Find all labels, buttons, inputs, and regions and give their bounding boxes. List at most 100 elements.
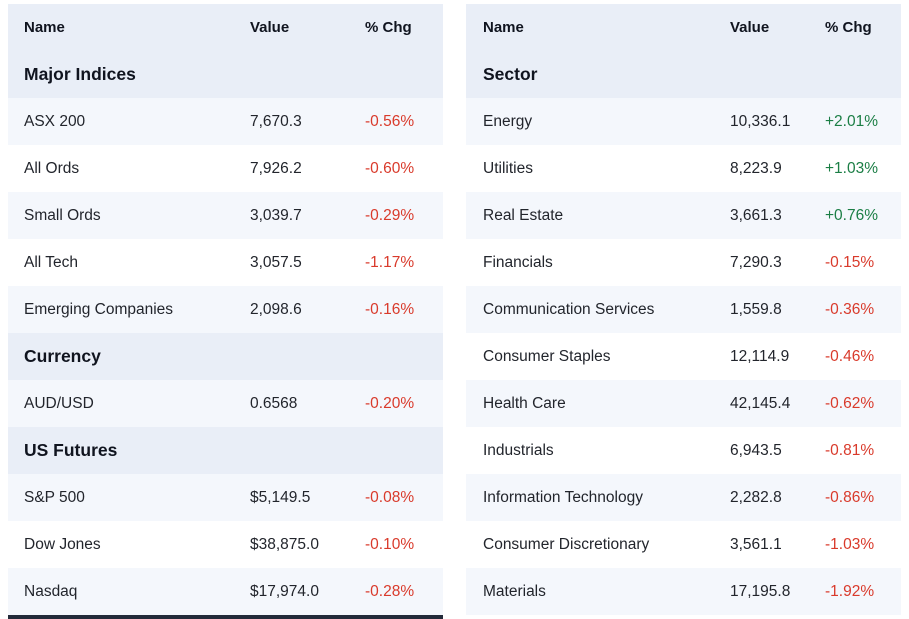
cut-off-next-row (8, 615, 443, 619)
row-name: Financials (483, 253, 553, 271)
row-value: 3,561.1 (730, 535, 782, 553)
row-value: 2,282.8 (730, 488, 782, 506)
row-name: Real Estate (483, 206, 564, 224)
row-value: 3,057.5 (250, 253, 302, 271)
table-row: Health Care 42,145.4 -0.62% (466, 380, 901, 427)
table-row: Communication Services 1,559.8 -0.36% (466, 286, 901, 333)
row-change: -0.28% (365, 582, 415, 600)
row-change: +1.03% (825, 159, 879, 177)
row-value: 6,943.5 (730, 441, 782, 459)
row-change: -0.62% (825, 394, 875, 412)
row-name: Consumer Staples (483, 347, 611, 365)
row-change: -0.56% (365, 112, 415, 130)
column-header-value: Value (730, 19, 770, 36)
table-row: Real Estate 3,661.3 +0.76% (466, 192, 901, 239)
row-change: -0.15% (825, 253, 875, 271)
row-change: -0.81% (825, 441, 875, 459)
table-row: S&P 500 $5,149.5 -0.08% (8, 474, 443, 521)
row-value: 2,098.6 (250, 300, 302, 318)
row-value: 3,039.7 (250, 206, 302, 224)
section-label: Sector (483, 64, 538, 84)
row-name: Utilities (483, 159, 533, 177)
table-row: Consumer Staples 12,114.9 -0.46% (466, 333, 901, 380)
row-change: -0.08% (365, 488, 415, 506)
row-change: -1.17% (365, 253, 415, 271)
row-value: $17,974.0 (250, 582, 319, 600)
column-header-chg: % Chg (365, 19, 412, 36)
table-row: Emerging Companies 2,098.6 -0.16% (8, 286, 443, 333)
section-label: Major Indices (24, 64, 136, 84)
table-row: Nasdaq $17,974.0 -0.28% (8, 568, 443, 615)
row-change: -0.46% (825, 347, 875, 365)
section-label: US Futures (24, 440, 118, 460)
column-header-name: Name (24, 19, 65, 36)
row-change: -1.03% (825, 535, 875, 553)
table-row: Small Ords 3,039.7 -0.29% (8, 192, 443, 239)
row-change: +2.01% (825, 112, 879, 130)
row-name: AUD/USD (24, 394, 94, 412)
row-name: Consumer Discretionary (483, 535, 650, 553)
table-row: Energy 10,336.1 +2.01% (466, 98, 901, 145)
column-header-value: Value (250, 19, 290, 36)
row-value: 7,926.2 (250, 159, 302, 177)
row-value: $5,149.5 (250, 488, 311, 506)
row-value: 42,145.4 (730, 394, 791, 412)
row-change: -0.20% (365, 394, 415, 412)
column-header-chg: % Chg (825, 19, 872, 36)
row-name: Small Ords (24, 206, 101, 224)
row-change: -0.16% (365, 300, 415, 318)
row-name: All Ords (24, 159, 80, 177)
table-row: ASX 200 7,670.3 -0.56% (8, 98, 443, 145)
section-header: US Futures (8, 427, 443, 474)
section-label: Currency (24, 346, 101, 366)
row-name: Nasdaq (24, 582, 78, 600)
row-value: 17,195.8 (730, 582, 791, 600)
row-value: 7,290.3 (730, 253, 782, 271)
table-row: Industrials 6,943.5 -0.81% (466, 427, 901, 474)
table-row: Dow Jones $38,875.0 -0.10% (8, 521, 443, 568)
indices-table: Name Value % Chg Major Indices ASX 200 7,670.… (8, 4, 443, 619)
row-value: 1,559.8 (730, 300, 782, 318)
section-header: Sector (466, 51, 901, 98)
table-row: Consumer Discretionary 3,561.1 -1.03% (466, 521, 901, 568)
row-name: S&P 500 (24, 488, 85, 506)
row-name: Industrials (483, 441, 554, 459)
row-change: -0.29% (365, 206, 415, 224)
table-row: Materials 17,195.8 -1.92% (466, 568, 901, 615)
row-value: 0.6568 (250, 394, 298, 412)
table-row: AUD/USD 0.6568 -0.20% (8, 380, 443, 427)
table-row: All Tech 3,057.5 -1.17% (8, 239, 443, 286)
row-name: Information Technology (483, 488, 643, 506)
sector-table: Name Value % Chg Sector Energy 10,336.1 +2.01%… (466, 4, 901, 619)
row-change: -1.92% (825, 582, 875, 600)
row-value: 12,114.9 (730, 347, 790, 365)
row-change: -0.86% (825, 488, 875, 506)
section-header: Major Indices (8, 51, 443, 98)
table-row: Utilities 8,223.9 +1.03% (466, 145, 901, 192)
column-header-row: Name Value % Chg (8, 4, 443, 51)
row-value: 8,223.9 (730, 159, 782, 177)
row-value: 7,670.3 (250, 112, 302, 130)
table-row: Financials 7,290.3 -0.15% (466, 239, 901, 286)
row-change: -0.60% (365, 159, 415, 177)
row-name: Energy (483, 112, 533, 130)
row-value: $38,875.0 (250, 535, 319, 553)
table-row: Information Technology 2,282.8 -0.86% (466, 474, 901, 521)
row-name: All Tech (24, 253, 78, 271)
row-value: 3,661.3 (730, 206, 782, 224)
row-name: ASX 200 (24, 112, 86, 130)
section-header: Currency (8, 333, 443, 380)
row-name: Communication Services (483, 300, 655, 318)
table-row: All Ords 7,926.2 -0.60% (8, 145, 443, 192)
row-change: -0.36% (825, 300, 875, 318)
row-name: Health Care (483, 394, 566, 412)
column-header-name: Name (483, 19, 524, 36)
row-name: Emerging Companies (24, 300, 174, 318)
row-value: 10,336.1 (730, 112, 791, 130)
row-change: -0.10% (365, 535, 415, 553)
column-header-row: Name Value % Chg (466, 4, 901, 51)
row-name: Materials (483, 582, 546, 600)
row-change: +0.76% (825, 206, 879, 224)
row-name: Dow Jones (24, 535, 101, 553)
